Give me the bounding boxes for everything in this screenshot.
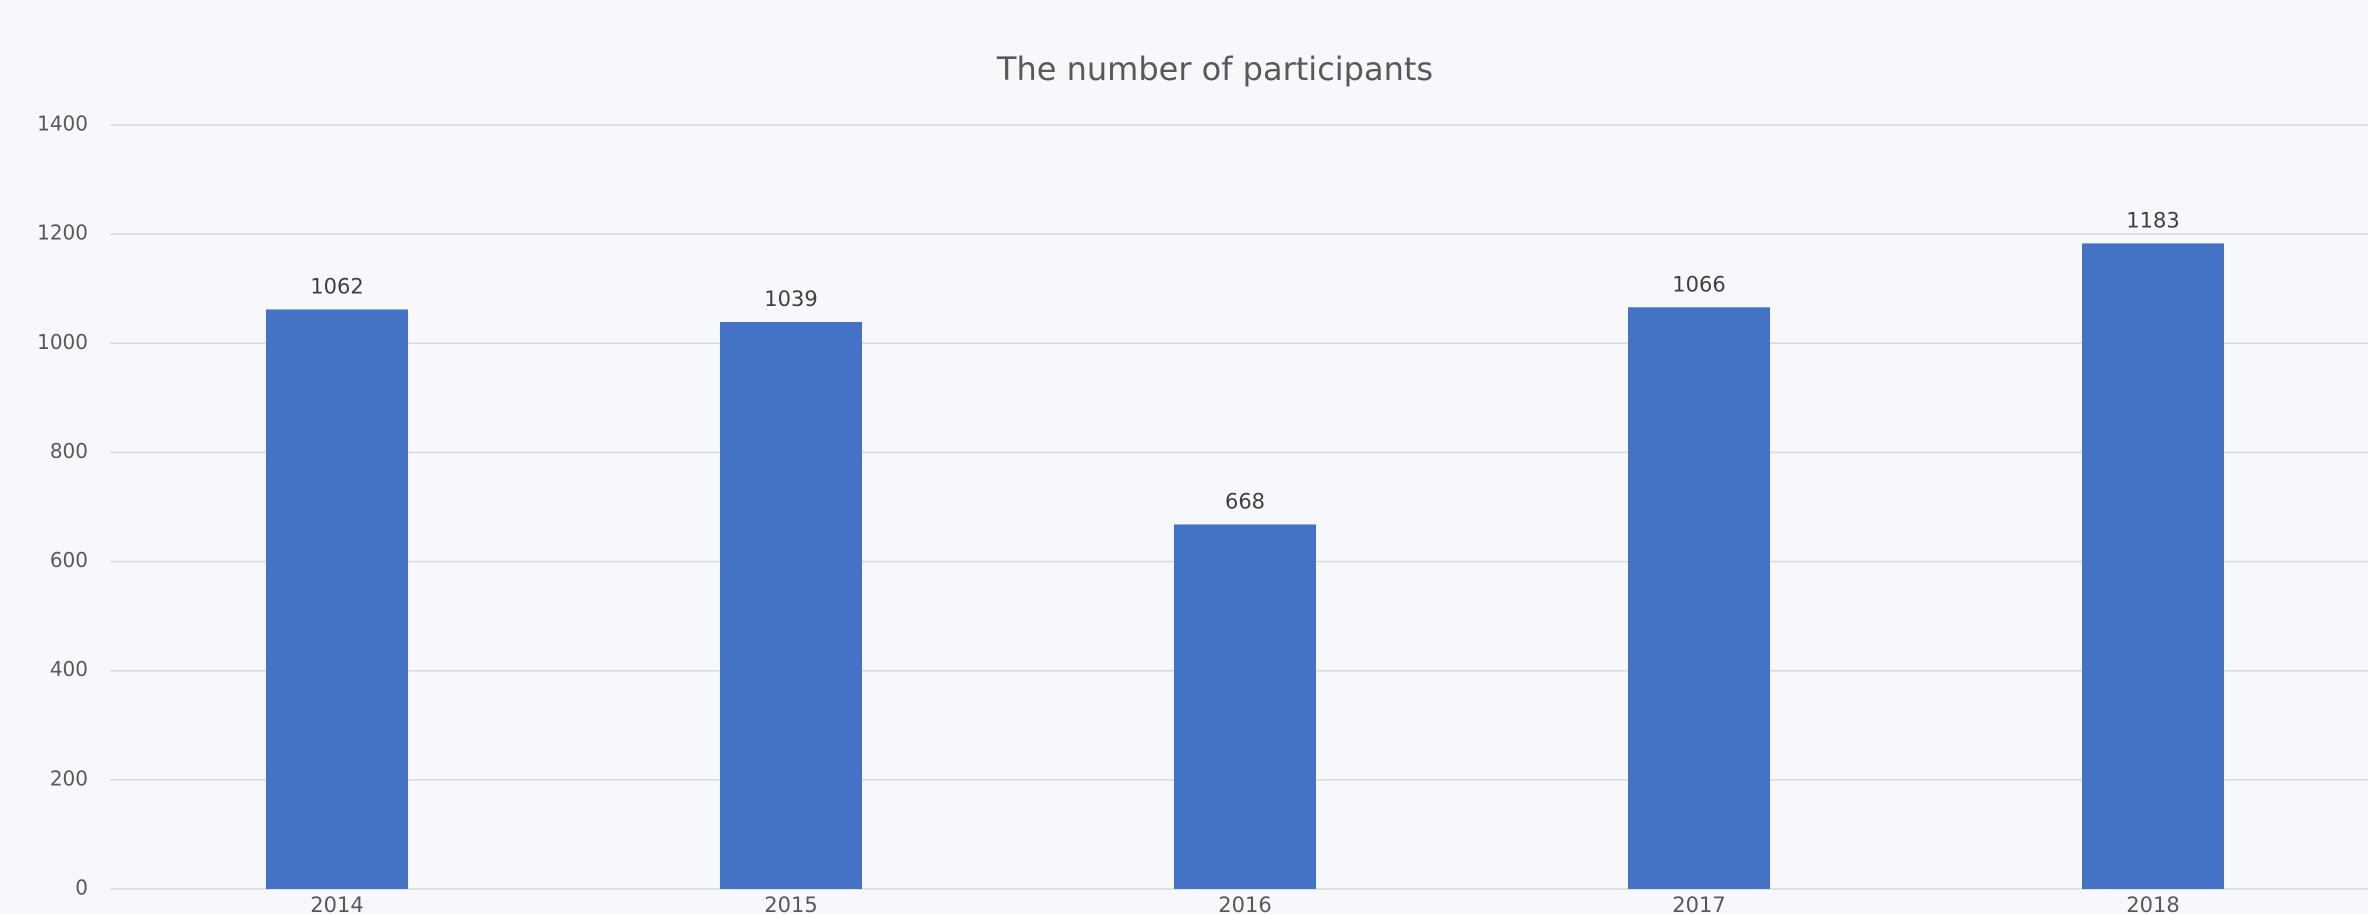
bar [720, 322, 862, 889]
y-tick-label: 1000 [37, 330, 88, 354]
y-tick-label: 1200 [37, 221, 88, 245]
x-tick-label: 2015 [764, 893, 817, 914]
y-tick-label: 0 [75, 876, 88, 900]
x-tick-label: 2018 [2126, 893, 2179, 914]
y-tick-label: 1400 [37, 112, 88, 136]
bar [266, 309, 408, 889]
value-label: 1066 [1672, 272, 1725, 296]
bar [2082, 243, 2224, 890]
value-label: 668 [1225, 489, 1265, 513]
value-label: 1183 [2126, 208, 2179, 232]
x-tick-label: 2016 [1218, 893, 1271, 914]
value-label: 1062 [310, 274, 363, 298]
y-tick-label: 200 [50, 766, 88, 790]
bar [1174, 524, 1316, 889]
y-tick-label: 800 [50, 439, 88, 463]
x-tick-label: 2017 [1672, 893, 1725, 914]
value-label: 1039 [764, 287, 817, 311]
y-tick-label: 400 [50, 657, 88, 681]
bar [1628, 307, 1770, 890]
y-tick-label: 600 [50, 548, 88, 572]
chart-title: The number of participants [996, 50, 1433, 88]
x-tick-label: 2014 [310, 893, 363, 914]
